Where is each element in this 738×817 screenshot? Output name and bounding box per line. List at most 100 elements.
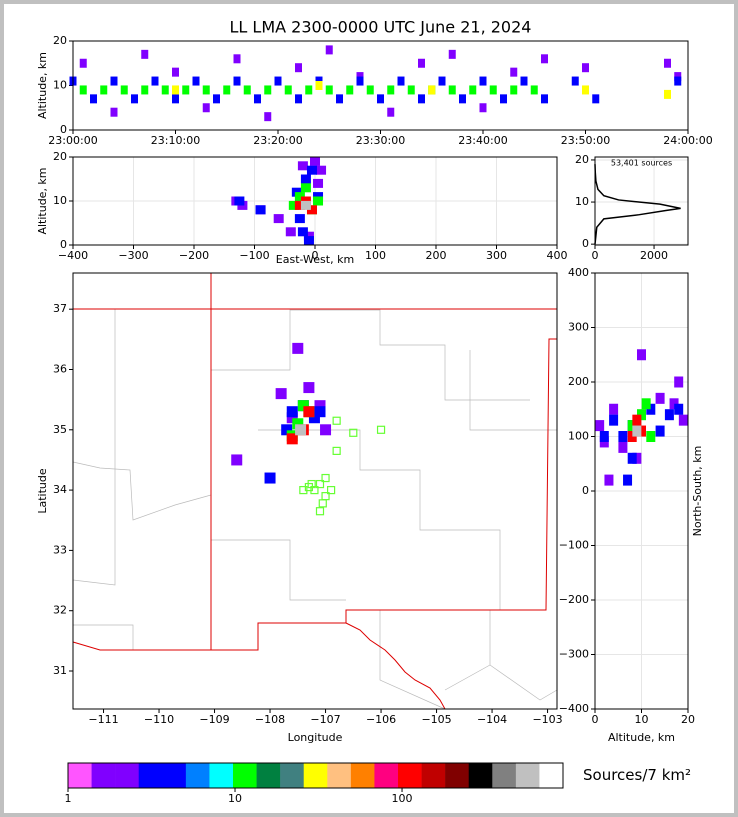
source-density: [306, 165, 317, 175]
map-borders: [72, 273, 558, 710]
color-swatch: [468, 763, 493, 788]
source-density: [273, 214, 284, 224]
source-density: [314, 406, 326, 418]
x-tick-label: −200: [179, 249, 209, 262]
color-swatch: [256, 763, 281, 788]
y-axis-label: Altitude, km: [36, 167, 49, 234]
source-density: [264, 112, 272, 122]
y-tick-label: −400: [559, 702, 589, 715]
source-density: [223, 85, 231, 95]
station: [315, 507, 325, 516]
x-tick-label: 0: [312, 249, 319, 262]
source-density: [664, 58, 671, 68]
source-density: [172, 94, 179, 104]
source-density: [182, 85, 190, 95]
annotation: 53,401 sources: [611, 159, 672, 168]
station: [318, 499, 327, 508]
source-density: [285, 227, 296, 237]
source-density: [297, 400, 309, 412]
color-swatch: [209, 763, 234, 788]
source-density: [255, 205, 266, 215]
source-density: [571, 76, 579, 86]
color-swatch: [303, 763, 328, 788]
source-density: [479, 103, 487, 113]
source-density: [627, 431, 637, 442]
y-tick-label: 0: [582, 237, 589, 250]
y-tick-label: 36: [53, 362, 67, 375]
source-density: [448, 49, 456, 59]
source-density: [288, 200, 299, 210]
source-density: [595, 420, 605, 432]
source-density: [664, 409, 674, 421]
axes-frame: [72, 156, 558, 246]
source-density: [320, 424, 332, 436]
source-density: [397, 76, 405, 86]
source-density: [469, 85, 477, 95]
source-density: [346, 85, 354, 95]
source-density: [310, 156, 320, 166]
source-density: [510, 85, 518, 95]
x-tick-label: 20: [681, 713, 695, 726]
source-density: [172, 85, 179, 95]
source-density: [664, 89, 671, 99]
color-swatch: [68, 763, 92, 788]
source-density: [646, 403, 656, 415]
source-density: [632, 425, 642, 437]
y-tick-label: 31: [53, 664, 67, 677]
source-density: [141, 85, 149, 95]
source-density: [79, 85, 87, 95]
x-tick-label: 23:40:00: [458, 134, 507, 147]
source-density: [678, 414, 688, 426]
y-tick-label: 0: [582, 484, 589, 497]
source-density: [356, 76, 364, 86]
county-line: [469, 350, 557, 431]
county-line: [73, 624, 134, 650]
y-tick-label: −200: [559, 593, 589, 606]
source-density: [286, 412, 298, 424]
color-swatch: [327, 763, 352, 788]
y-axis-label: Altitude, km: [36, 52, 49, 119]
x-tick-label: −108: [255, 713, 285, 726]
county-line: [72, 461, 212, 521]
source-density: [500, 94, 507, 104]
y-tick-label: 34: [53, 483, 67, 496]
source-density: [233, 76, 241, 86]
y-tick-label: 10: [53, 79, 67, 92]
y-tick-label: 20: [575, 153, 589, 166]
source-density: [131, 94, 138, 104]
chart-title: LL LMA 2300-0000 UTC June 21, 2024: [230, 18, 532, 37]
state-border: [345, 338, 557, 623]
x-tick-label: 1: [65, 792, 72, 805]
y-tick-label: 10: [575, 195, 589, 208]
x-tick-label: 10: [228, 792, 242, 805]
source-density: [387, 107, 395, 117]
y-tick-label: 20: [53, 150, 67, 163]
x-tick-label: −111: [88, 713, 118, 726]
source-density: [428, 85, 436, 95]
x-axis-label: East-West, km: [276, 253, 354, 266]
color-swatch: [138, 763, 163, 788]
axes-frame: [594, 156, 689, 246]
source-density: [325, 85, 333, 95]
source-density: [315, 81, 323, 90]
source-density: [264, 85, 272, 95]
source-density: [120, 85, 128, 95]
color-swatch: [539, 763, 564, 788]
source-density: [655, 425, 665, 437]
source-density: [161, 85, 169, 95]
source-density: [141, 49, 149, 59]
source-density: [669, 398, 679, 410]
state-border: [345, 622, 446, 710]
source-density: [231, 454, 243, 466]
x-tick-label: 100: [392, 792, 413, 805]
x-tick-label: −300: [118, 249, 148, 262]
x-tick-label: −400: [58, 249, 88, 262]
county-line: [444, 664, 558, 701]
source-density: [151, 76, 159, 86]
y-axis-label: North-South, km: [691, 446, 704, 537]
source-density: [202, 103, 210, 113]
y-tick-label: −100: [559, 539, 589, 552]
source-density: [618, 441, 628, 453]
x-tick-label: 23:50:00: [561, 134, 610, 147]
